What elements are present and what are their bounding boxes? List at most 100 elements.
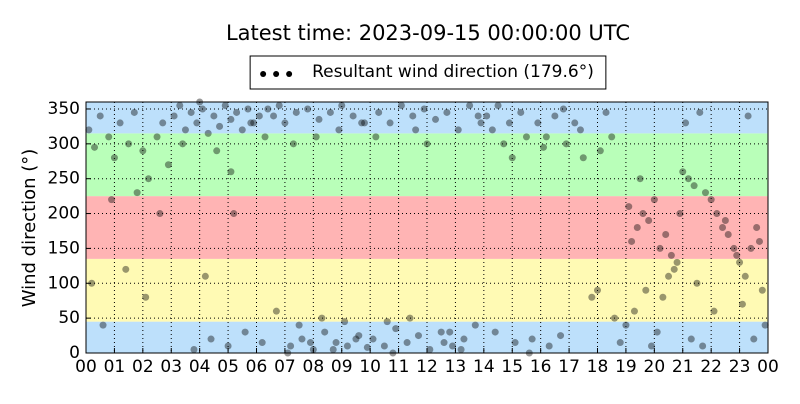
point — [383, 318, 391, 326]
point — [306, 339, 314, 347]
point — [335, 126, 343, 134]
point — [750, 335, 758, 343]
x-tick-label: 14 — [473, 357, 495, 377]
point — [471, 321, 479, 329]
point — [466, 101, 474, 109]
point — [190, 346, 198, 354]
point — [457, 346, 465, 354]
point — [488, 126, 496, 134]
point — [559, 105, 567, 113]
point — [517, 108, 525, 116]
point — [741, 272, 749, 280]
point — [392, 325, 400, 333]
x-tick-label: 15 — [501, 357, 523, 377]
point — [397, 101, 405, 109]
point — [650, 196, 658, 204]
point — [130, 108, 138, 116]
point — [358, 119, 366, 127]
point — [110, 154, 118, 162]
point — [594, 286, 601, 294]
point — [99, 321, 107, 329]
point — [309, 346, 317, 354]
point — [91, 143, 99, 151]
point — [557, 332, 565, 340]
point — [423, 140, 431, 148]
point — [116, 119, 124, 127]
x-tick-label: 09 — [331, 357, 353, 377]
point — [588, 293, 596, 301]
point — [446, 328, 454, 336]
band — [86, 102, 768, 134]
x-tick-label: 08 — [303, 357, 325, 377]
point — [508, 154, 516, 162]
point — [730, 244, 738, 252]
point — [375, 108, 383, 116]
y-tick-label: 200 — [48, 204, 80, 224]
x-tick-label: 21 — [672, 357, 694, 377]
point — [608, 133, 616, 141]
point — [369, 335, 377, 343]
point — [443, 108, 451, 116]
point — [241, 328, 249, 336]
point — [622, 321, 630, 329]
y-tick-label: 150 — [48, 238, 80, 258]
point — [295, 321, 303, 329]
point — [292, 108, 300, 116]
x-tick-label: 23 — [729, 357, 751, 377]
point — [329, 346, 337, 354]
point — [528, 335, 536, 343]
point — [628, 237, 636, 245]
point — [88, 279, 96, 287]
point — [602, 108, 610, 116]
point — [247, 119, 255, 127]
band — [86, 196, 768, 259]
y-tick-label: 300 — [48, 134, 80, 154]
point — [221, 101, 229, 109]
point — [105, 133, 113, 141]
point — [153, 133, 161, 141]
point — [170, 112, 178, 120]
point — [747, 244, 755, 252]
point — [349, 112, 357, 120]
point — [289, 140, 297, 148]
point — [210, 112, 218, 120]
point — [494, 101, 502, 109]
x-tick-label: 13 — [445, 357, 467, 377]
point — [707, 196, 715, 204]
point — [611, 314, 619, 322]
point — [181, 126, 189, 134]
point — [676, 210, 684, 218]
point — [542, 133, 550, 141]
point — [275, 101, 283, 109]
point — [596, 147, 604, 155]
point — [437, 328, 445, 336]
point — [477, 119, 485, 127]
point — [710, 307, 718, 315]
point — [630, 307, 638, 315]
point — [440, 339, 448, 347]
point — [281, 119, 289, 127]
x-tick-label: 00 — [757, 357, 779, 377]
point — [656, 244, 664, 252]
point — [363, 343, 371, 351]
point — [199, 105, 207, 113]
point — [193, 119, 201, 127]
point — [562, 140, 570, 148]
point — [719, 224, 727, 231]
point — [687, 335, 695, 343]
chart-title: Latest time: 2023-09-15 00:00:00 UTC — [226, 21, 630, 45]
point — [522, 133, 530, 141]
point — [270, 112, 278, 120]
point — [491, 328, 499, 336]
point — [332, 339, 340, 347]
x-tick-label: 04 — [189, 357, 211, 377]
point — [414, 332, 422, 340]
x-tick-label: 17 — [558, 357, 580, 377]
point — [642, 286, 650, 294]
point — [360, 119, 368, 127]
x-tick-label: 07 — [274, 357, 296, 377]
x-tick-label: 22 — [700, 357, 722, 377]
point — [244, 105, 252, 113]
legend-box — [249, 55, 607, 90]
point — [261, 133, 269, 141]
